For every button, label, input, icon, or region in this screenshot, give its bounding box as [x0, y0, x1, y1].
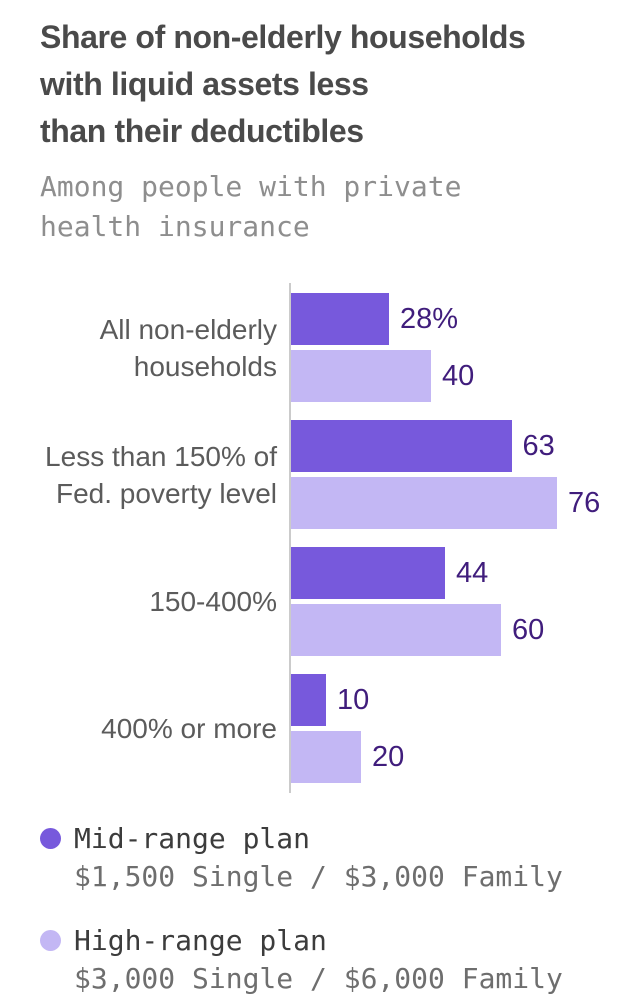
legend-item-sublabel: $3,000 Single / $6,000 Family [74, 962, 563, 995]
bar-row: 10 [291, 674, 404, 726]
bar-row: 40 [291, 350, 474, 402]
category-label-line: Less than 150% of [45, 440, 277, 472]
category-label-line: 400% or more [101, 713, 277, 744]
legend-item: Mid-range plan $1,500 Single / $3,000 Fam… [40, 822, 639, 894]
bar-value-label: 10 [337, 683, 370, 716]
bar-value-label: 28% [400, 302, 459, 335]
bar-mid-range-plan [291, 420, 512, 472]
bar-value-label: 60 [512, 613, 545, 646]
bar-mid-range-plan [291, 674, 326, 726]
bar-value-label: 20 [372, 740, 405, 773]
bar-pair: 10 20 [289, 674, 404, 783]
bar-row: 76 [291, 477, 600, 529]
bar-row: 60 [291, 604, 544, 656]
category-label-line: All non-elderly [99, 313, 277, 345]
chart-subtitle: Among people with private health insuran… [40, 167, 639, 247]
category-label-line: 150-400% [149, 586, 277, 617]
page-title: Share of non-elderly households with liq… [40, 14, 639, 155]
bar-row: 44 [291, 547, 544, 599]
title-line-3: than their deductibles [40, 113, 364, 149]
bar-mid-range-plan [291, 293, 389, 345]
subtitle-line-2: health insurance [40, 210, 310, 243]
bar-row: 63 [291, 420, 600, 472]
legend-item-label: High-range plan [74, 924, 327, 957]
bar-high-range-plan [291, 731, 361, 783]
chart-group: 150-400% 44 60 [40, 547, 639, 656]
title-line-1: Share of non-elderly households [40, 19, 526, 55]
chart-group: 400% or more 10 20 [40, 674, 639, 783]
legend-item-label: Mid-range plan [74, 822, 311, 855]
bar-row: 28% [291, 293, 474, 345]
bar-value-label: 40 [442, 359, 475, 392]
category-label-line: households [133, 350, 277, 382]
legend-item: High-range plan $3,000 Single / $6,000 Fa… [40, 924, 639, 996]
category-label: Less than 150% of Fed. poverty level [40, 420, 289, 529]
bar-value-label: 76 [568, 486, 601, 519]
category-label-line: Fed. poverty level [56, 477, 277, 509]
y-axis-line [289, 283, 291, 793]
bar-mid-range-plan [291, 547, 445, 599]
bar-value-label: 44 [456, 556, 489, 589]
subtitle-line-1: Among people with private [40, 170, 462, 203]
chart-group: Less than 150% of Fed. poverty level 63 76 [40, 420, 639, 529]
bar-chart: All non-elderly households 28% 40 Less than … [40, 283, 639, 793]
legend-dot-icon [40, 828, 61, 849]
chart-group: All non-elderly households 28% 40 [40, 293, 639, 402]
bar-pair: 28% 40 [289, 293, 474, 402]
category-label: 400% or more [40, 674, 289, 783]
chart-groups: All non-elderly households 28% 40 Less than … [40, 293, 639, 783]
legend: Mid-range plan $1,500 Single / $3,000 Fam… [40, 822, 639, 996]
bar-pair: 44 60 [289, 547, 544, 656]
legend-text: High-range plan $3,000 Single / $6,000 Fa… [74, 924, 563, 996]
category-label: 150-400% [40, 547, 289, 656]
bar-high-range-plan [291, 477, 557, 529]
legend-text: Mid-range plan $1,500 Single / $3,000 Fam… [74, 822, 563, 894]
bar-row: 20 [291, 731, 404, 783]
bar-pair: 63 76 [289, 420, 600, 529]
legend-dot-icon [40, 930, 61, 951]
bar-value-label: 63 [522, 429, 555, 462]
bar-high-range-plan [291, 350, 431, 402]
category-label: All non-elderly households [40, 293, 289, 402]
legend-item-sublabel: $1,500 Single / $3,000 Family [74, 860, 563, 893]
bar-high-range-plan [291, 604, 501, 656]
title-line-2: with liquid assets less [40, 66, 369, 102]
